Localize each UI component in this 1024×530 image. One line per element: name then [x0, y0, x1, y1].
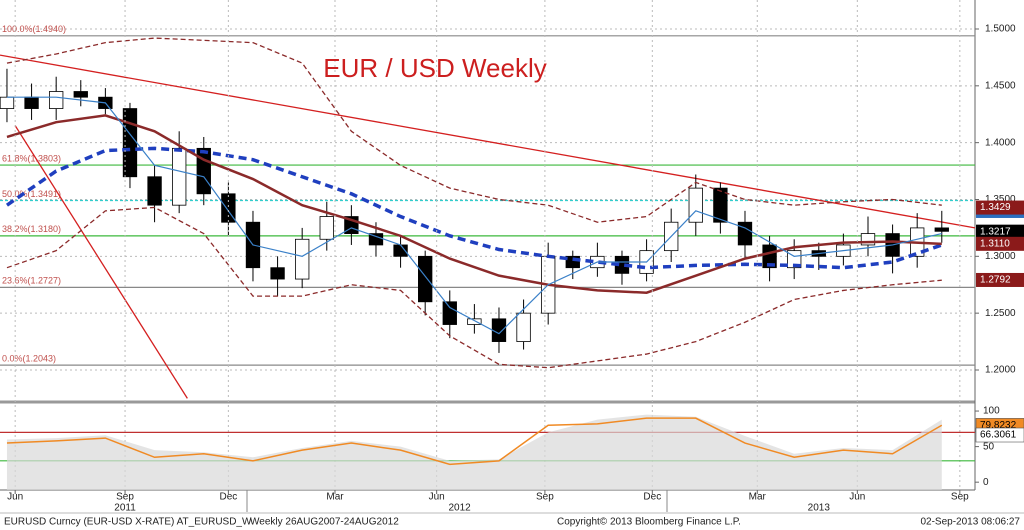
candle-body [737, 221, 753, 246]
price-tag-label: 1.2792 [980, 275, 1011, 286]
candle-body [442, 301, 457, 325]
price-tag [976, 200, 1024, 215]
candle-body [319, 216, 334, 240]
price-tag [976, 224, 1024, 239]
y-tick-label: 50 [983, 441, 995, 452]
price-tag [976, 272, 1024, 287]
candle-body [860, 233, 876, 246]
x-tick-label: Mar [326, 492, 344, 503]
y-tick-label: 1.3000 [985, 251, 1016, 262]
price-tag-label: 1.3429 [980, 202, 1011, 213]
x-tick-label: Dec [643, 492, 661, 503]
candle-body [688, 187, 703, 223]
indicator-line [6, 417, 943, 466]
fib-label: 100.0%(1.4940) [2, 24, 66, 34]
y-tick-label: 100 [983, 406, 1000, 417]
price-tag [976, 236, 1024, 251]
indicator-line [6, 96, 942, 335]
fib-label: 61.8%(1.3803) [2, 153, 61, 163]
candle-body [713, 187, 728, 223]
y-tick-label: 1.3500 [985, 194, 1016, 205]
price-tag [975, 427, 1024, 443]
x-tick-label: Sep [536, 492, 554, 503]
indicator-line [6, 114, 942, 294]
candle-body [172, 147, 187, 206]
candle-body [467, 318, 482, 325]
y-tick-label: 1.2000 [985, 365, 1016, 376]
year-label: 2011 [114, 503, 136, 514]
candle-body [295, 238, 310, 280]
candle-body [147, 176, 162, 206]
x-tick-label: Sep [951, 492, 969, 503]
indicator-area [6, 414, 942, 490]
y-tick-label: 0 [983, 477, 989, 488]
fib-label: 38.2%(1.3180) [2, 224, 61, 234]
x-tick-label: Dec [219, 492, 237, 503]
chart-title: EUR / USD Weekly [323, 53, 546, 83]
candle-body [565, 255, 580, 269]
candle-body [270, 267, 285, 280]
footer-center: Copyright© 2013 Bloomberg Finance L.P. [557, 517, 741, 528]
price-tag-label: 1.3217 [980, 226, 1011, 237]
x-tick-label: Sep [116, 492, 134, 503]
candle-body [934, 227, 949, 232]
plot: 1.5000 1.4500 1.4000 1.3500 1.3000 1.2500 1.20… [0, 0, 1024, 514]
x-tick-label: Jun [7, 492, 23, 503]
candle-body [762, 244, 777, 269]
candle-body [24, 96, 39, 109]
trendline [0, 54, 976, 229]
year-label: 2013 [808, 503, 831, 514]
year-label: 2012 [448, 503, 471, 514]
y-tick-label: 1.2500 [985, 308, 1016, 319]
x-tick-label: Mar [749, 492, 767, 503]
candle-body [418, 255, 433, 303]
fib-label: 23.6%(1.2727) [2, 276, 61, 286]
fib-label: 0.0%(1.2043) [2, 353, 56, 363]
footer-left: EURUSD Curncy (EUR-USD X-RATE) AT_EURUSD… [4, 517, 252, 528]
indicator-line [5, 146, 943, 270]
price-tag-label: 79.8232 [980, 420, 1017, 431]
candle-body [73, 91, 88, 98]
candle-body [491, 318, 507, 342]
fib-label: 50.0%(1.3491) [2, 189, 61, 199]
candle-body [516, 312, 531, 342]
y-tick-label: 1.5000 [985, 24, 1016, 35]
y-tick-label: 1.4000 [985, 137, 1016, 148]
candle-body [196, 147, 211, 195]
price-tag-label: 66.3061 [980, 430, 1017, 441]
trendline [14, 125, 188, 399]
y-tick-label: 1.4500 [985, 80, 1016, 91]
price-tag-label: 1.3110 [980, 238, 1010, 249]
footer-range: Weekly 26AUG2007-24AUG2012 [250, 517, 399, 528]
candle-body [0, 96, 15, 109]
x-tick-label: Jun [849, 492, 865, 503]
footer-right: 02-Sep-2013 08:06:27 [920, 517, 1020, 528]
x-tick-label: Jun [429, 492, 445, 503]
indicator-line [6, 206, 942, 369]
candle-body [49, 91, 64, 109]
